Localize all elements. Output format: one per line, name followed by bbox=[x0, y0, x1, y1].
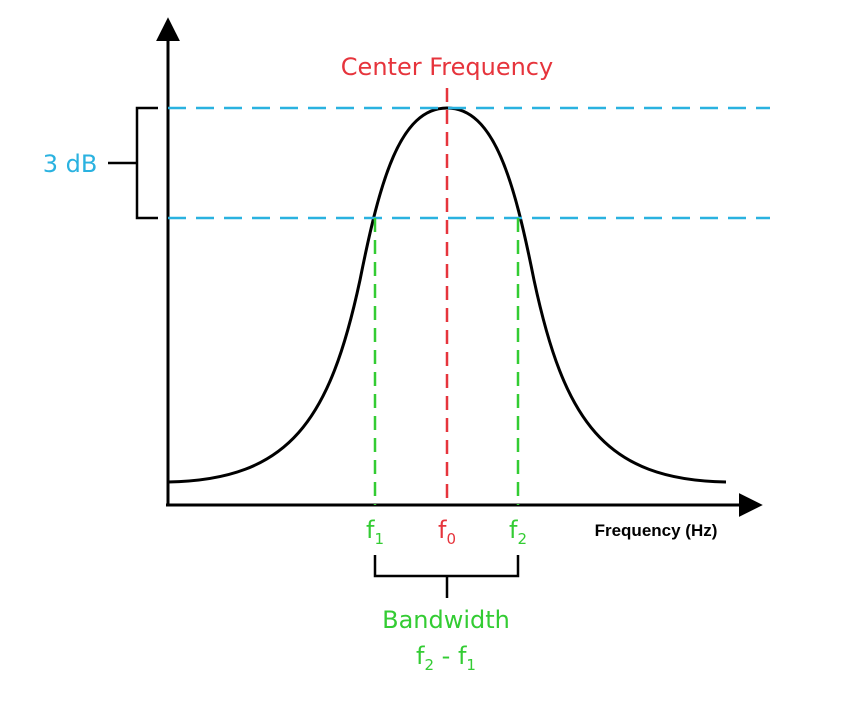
db-bracket bbox=[108, 106, 158, 220]
db-label: 3 dB bbox=[43, 150, 98, 178]
bandwidth-formula: f2 - f1 bbox=[416, 642, 476, 674]
f1-base: f bbox=[366, 516, 375, 544]
f0-base: f bbox=[438, 516, 447, 544]
response-curve bbox=[167, 106, 727, 484]
formula-b: f bbox=[458, 642, 467, 670]
center-frequency-label: Center Frequency bbox=[341, 53, 553, 81]
f2-base: f bbox=[509, 516, 518, 544]
bandwidth-label: Bandwidth bbox=[382, 606, 510, 634]
f2-sub: 2 bbox=[517, 530, 527, 548]
formula-a-sub: 2 bbox=[424, 656, 434, 674]
x-axis-label: Frequency (Hz) bbox=[595, 521, 718, 540]
f0-label: f0 bbox=[438, 516, 456, 548]
f0-sub: 0 bbox=[446, 530, 456, 548]
formula-b-sub: 1 bbox=[466, 656, 476, 674]
f1-sub: 1 bbox=[374, 530, 384, 548]
formula-op: - bbox=[434, 642, 458, 670]
f2-label: f2 bbox=[509, 516, 527, 548]
formula-a: f bbox=[416, 642, 425, 670]
f1-label: f1 bbox=[366, 516, 384, 548]
bandwidth-bracket bbox=[373, 555, 520, 598]
